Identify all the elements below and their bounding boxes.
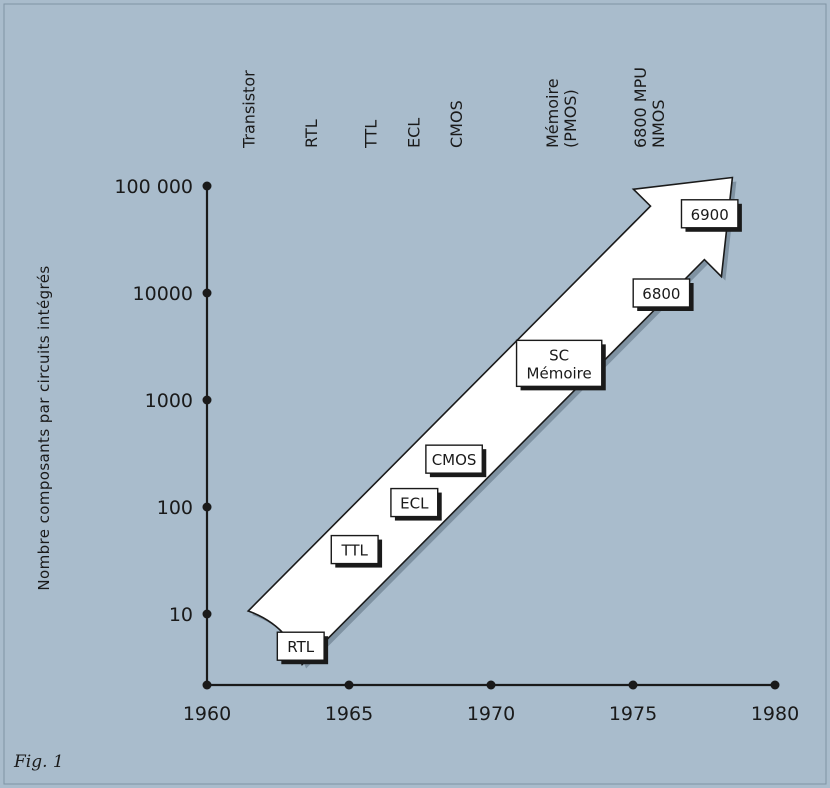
annotation-box-frame — [330, 534, 379, 565]
timeline-label-text: 6800 MPU — [631, 67, 650, 148]
x-tick-label: 1980 — [751, 703, 799, 725]
annotation-label: ECL — [400, 495, 429, 513]
timeline-label: Mémoire (PMOS) — [543, 78, 580, 148]
annotation-box: ECL — [390, 487, 442, 521]
timeline-label-text: CMOS — [447, 100, 466, 148]
timeline-label: ECL — [404, 118, 423, 148]
annotation-box-frame — [515, 339, 603, 388]
annotation-label: CMOS — [432, 451, 477, 469]
timeline-label: RTL — [302, 119, 321, 148]
annotation-box: RTL — [276, 631, 329, 665]
x-tick-dot — [628, 680, 638, 690]
y-tick-dot — [202, 288, 212, 298]
timeline-label-text: Transistor — [240, 70, 259, 149]
y-tick-dot — [202, 395, 212, 405]
x-tick-dot — [770, 680, 780, 690]
timeline-label-text: (PMOS) — [561, 89, 580, 148]
x-tick-dot — [486, 680, 496, 690]
x-tick-dot — [344, 680, 354, 690]
annotation-box-frame — [390, 487, 439, 518]
annotation-label: Mémoire — [527, 364, 592, 382]
annotation-label: 6800 — [642, 285, 680, 303]
annotation-box-frame — [680, 199, 739, 229]
y-tick-label: 10 — [169, 604, 193, 626]
y-tick-dot — [202, 181, 212, 191]
timeline-label-text: ECL — [404, 118, 423, 148]
annotation-label: 6900 — [691, 206, 729, 224]
annotation-label: SC — [549, 346, 569, 364]
annotation-box-frame — [632, 278, 691, 308]
y-axis-title: Nombre composants par circuits intégrés — [35, 265, 53, 590]
x-tick-label: 1960 — [183, 703, 231, 725]
x-tick-dot — [202, 680, 212, 690]
x-tick-label: 1975 — [609, 703, 657, 725]
x-tick-label: 1970 — [467, 703, 515, 725]
y-tick-label: 10000 — [133, 283, 193, 305]
timeline-label-text: NMOS — [649, 99, 668, 148]
figure-caption: Fig. 1 — [14, 752, 64, 772]
y-tick-label: 1000 — [145, 390, 193, 412]
trend-arrow — [246, 176, 734, 666]
x-tick-label: 1965 — [325, 703, 373, 725]
annotation-box: 6900 — [680, 199, 742, 232]
timeline-label: TTL — [362, 120, 381, 149]
y-tick-dot — [202, 502, 212, 512]
y-tick-label: 100 000 — [114, 176, 193, 198]
figure-frame — [3, 3, 827, 785]
timeline-label: CMOS — [447, 100, 466, 148]
annotation-box-frame — [425, 444, 483, 474]
annotation-box: CMOS — [425, 444, 487, 478]
timeline-label-text: TTL — [362, 120, 381, 149]
timeline-label-text: RTL — [302, 119, 321, 148]
annotation-box-frame — [276, 631, 325, 661]
annotation-box: TTL — [330, 534, 383, 568]
timeline-label-text: Mémoire — [543, 78, 562, 148]
timeline-label: Transistor — [240, 70, 259, 149]
annotation-box: 6800 — [632, 278, 694, 311]
annotation-label: TTL — [340, 542, 368, 560]
y-tick-label: 100 — [157, 497, 193, 519]
y-tick-dot — [202, 609, 212, 619]
annotation-label: RTL — [287, 638, 314, 656]
timeline-label: 6800 MPU NMOS — [631, 67, 668, 148]
